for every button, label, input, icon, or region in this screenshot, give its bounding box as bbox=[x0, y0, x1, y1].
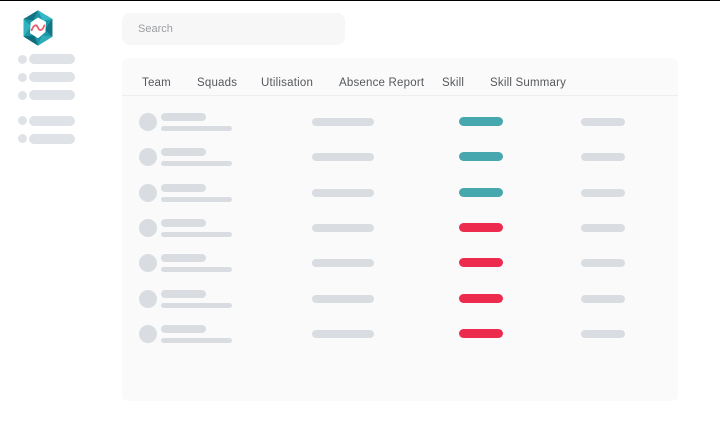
utilisation-placeholder bbox=[312, 330, 374, 339]
table-row[interactable] bbox=[122, 219, 678, 238]
content-card: Team Squads Utilisation Absence Report S… bbox=[122, 58, 678, 401]
search-bar bbox=[122, 13, 345, 45]
column-header-skill: Skill bbox=[442, 77, 465, 89]
table-row[interactable] bbox=[122, 289, 678, 308]
bullet-dot-icon bbox=[18, 90, 27, 100]
utilisation-placeholder bbox=[312, 294, 374, 303]
table-row[interactable] bbox=[122, 254, 678, 273]
utilisation-placeholder bbox=[312, 118, 374, 126]
skill-status-pill bbox=[459, 329, 503, 339]
team-name-placeholder bbox=[161, 254, 206, 263]
team-subtitle-placeholder bbox=[161, 302, 232, 308]
bullet-dot-icon bbox=[18, 116, 27, 125]
skill-status-pill bbox=[459, 223, 503, 233]
column-header-utilisation: Utilisation bbox=[261, 77, 314, 89]
nav-label-placeholder bbox=[29, 54, 75, 64]
utilisation-placeholder bbox=[312, 188, 374, 197]
avatar bbox=[139, 183, 157, 202]
team-subtitle-placeholder bbox=[161, 161, 232, 167]
skill-summary-placeholder bbox=[581, 153, 625, 162]
table-header-row: Team Squads Utilisation Absence Report S… bbox=[122, 77, 678, 91]
app-logo[interactable] bbox=[22, 10, 54, 46]
skill-summary-placeholder bbox=[581, 188, 625, 197]
skill-status-pill bbox=[459, 258, 503, 268]
sidebar-item[interactable] bbox=[0, 54, 80, 64]
skill-summary-placeholder bbox=[581, 259, 625, 268]
team-name-placeholder bbox=[161, 289, 206, 298]
avatar bbox=[139, 254, 157, 273]
table-row[interactable] bbox=[122, 325, 678, 344]
skill-summary-placeholder bbox=[581, 330, 625, 339]
nav-label-placeholder bbox=[29, 133, 75, 144]
sidebar-item[interactable] bbox=[0, 90, 80, 100]
column-header-squads: Squads bbox=[197, 77, 238, 89]
sidebar-item[interactable] bbox=[0, 115, 80, 126]
table-row[interactable] bbox=[122, 148, 678, 167]
utilisation-placeholder bbox=[312, 153, 374, 162]
avatar bbox=[139, 113, 157, 131]
hexagon-logo-icon bbox=[23, 10, 53, 46]
table-row[interactable] bbox=[122, 183, 678, 202]
team-name-placeholder bbox=[161, 183, 206, 192]
table-row[interactable] bbox=[122, 113, 678, 131]
column-header-team: Team bbox=[142, 77, 171, 89]
skill-status-pill bbox=[459, 293, 503, 303]
skill-summary-placeholder bbox=[581, 224, 625, 233]
team-subtitle-placeholder bbox=[161, 196, 232, 202]
sidebar-item[interactable] bbox=[0, 133, 80, 144]
nav-label-placeholder bbox=[29, 115, 75, 126]
bullet-dot-icon bbox=[18, 72, 27, 82]
skill-summary-placeholder bbox=[581, 294, 625, 303]
team-subtitle-placeholder bbox=[161, 232, 232, 238]
team-name-placeholder bbox=[161, 325, 206, 334]
team-subtitle-placeholder bbox=[161, 338, 232, 344]
avatar bbox=[139, 148, 157, 167]
search-input[interactable] bbox=[122, 13, 345, 45]
team-name-placeholder bbox=[161, 148, 206, 157]
skill-status-pill bbox=[459, 187, 503, 197]
team-name-placeholder bbox=[161, 113, 206, 121]
bullet-dot-icon bbox=[18, 134, 27, 143]
avatar bbox=[139, 325, 157, 344]
utilisation-placeholder bbox=[312, 224, 374, 233]
team-name-placeholder bbox=[161, 219, 206, 228]
skill-status-pill bbox=[459, 152, 503, 162]
header-divider bbox=[122, 95, 678, 96]
avatar bbox=[139, 219, 157, 238]
skill-status-pill bbox=[459, 117, 503, 126]
sidebar-item[interactable] bbox=[0, 72, 80, 82]
column-header-absence-report: Absence Report bbox=[339, 77, 425, 89]
team-subtitle-placeholder bbox=[161, 267, 232, 273]
skill-summary-placeholder bbox=[581, 118, 625, 126]
nav-label-placeholder bbox=[29, 72, 75, 82]
utilisation-placeholder bbox=[312, 259, 374, 268]
team-subtitle-placeholder bbox=[161, 126, 232, 131]
column-header-skill-summary: Skill Summary bbox=[490, 77, 567, 89]
avatar bbox=[139, 289, 157, 308]
nav-label-placeholder bbox=[29, 90, 75, 100]
bullet-dot-icon bbox=[18, 54, 27, 64]
